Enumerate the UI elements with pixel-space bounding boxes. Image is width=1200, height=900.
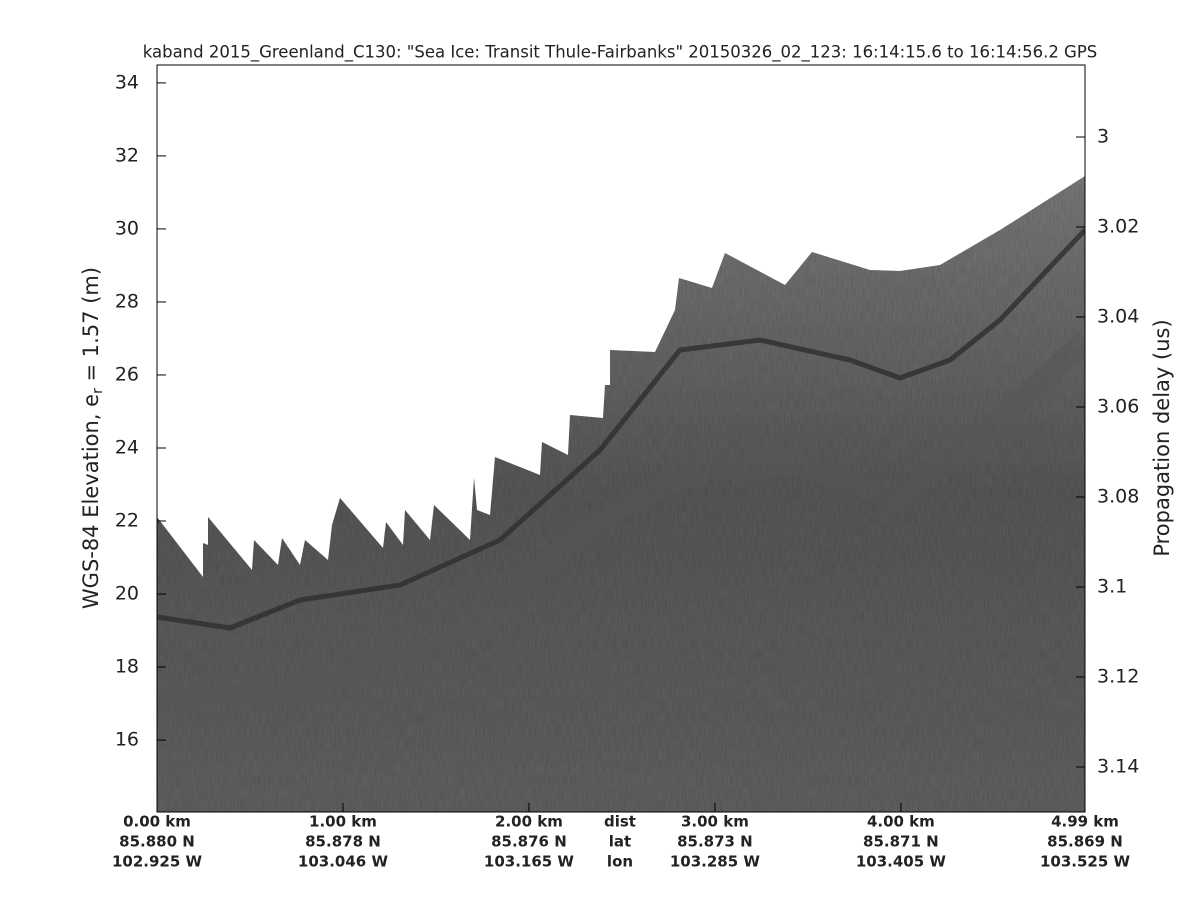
y2-tick-label: 3.06 [1097, 396, 1139, 418]
y-label-rest: = 1.57 (m) [79, 267, 103, 388]
y2-axis-label: Propagation delay (us) [1150, 319, 1174, 556]
lat-label: 85.878 N [305, 833, 381, 851]
y2-tick-label: 3.04 [1097, 306, 1139, 328]
echogram-fill [157, 176, 1085, 812]
lon-label: 102.925 W [112, 853, 203, 871]
lon-label: 103.405 W [856, 853, 947, 871]
x-tick-label: 4.99 km [1051, 813, 1119, 831]
lat-label: 85.869 N [1047, 833, 1123, 851]
y-tick-label: 24 [115, 436, 139, 458]
plot-frame [156, 64, 1086, 813]
y-label-subscript: r [90, 388, 106, 394]
x-tick-label: 3.00 km [681, 813, 749, 831]
y-tick-label: 32 [115, 144, 139, 166]
y-tick-label: 18 [115, 656, 139, 678]
lon-label: 103.046 W [298, 853, 389, 871]
y-tick-label: 30 [115, 217, 139, 239]
y-axis-label: WGS-84 Elevation, er = 1.57 (m) [79, 267, 106, 609]
y2-tick-label: 3.12 [1097, 666, 1139, 688]
lon-label: 103.165 W [484, 853, 575, 871]
y-tick-label: 34 [115, 71, 139, 93]
ice-layer [157, 331, 1085, 711]
lat-label: 85.871 N [863, 833, 939, 851]
y2-tick-label: 3.02 [1097, 216, 1139, 238]
y-tick-label: 20 [115, 583, 139, 605]
row-label: dist [604, 813, 636, 831]
y-tick-label: 28 [115, 290, 139, 312]
lat-label: 85.873 N [677, 833, 753, 851]
ice-surface [157, 228, 1085, 631]
chart-title: kaband 2015_Greenland_C130: "Sea Ice: Tr… [143, 43, 1098, 63]
x-tick-label: 0.00 km [123, 813, 191, 831]
y-label-main: WGS-84 Elevation, e [79, 394, 103, 609]
x-tick-label: 2.00 km [495, 813, 563, 831]
y-tick-label: 22 [115, 510, 139, 532]
y-tick-label: 26 [115, 363, 139, 385]
y2-tick-label: 3.1 [1097, 576, 1127, 598]
echogram-image [157, 176, 1085, 812]
y2-tick-label: 3.08 [1097, 486, 1139, 508]
x-tick-label: 1.00 km [309, 813, 377, 831]
y2-tick-label: 3.14 [1097, 756, 1139, 778]
lon-label: 103.285 W [670, 853, 761, 871]
row-label: lon [607, 853, 633, 871]
x-tick-label: 4.00 km [867, 813, 935, 831]
lat-label: 85.876 N [491, 833, 567, 851]
lon-label: 103.525 W [1040, 853, 1131, 871]
y-tick-label: 16 [115, 729, 139, 751]
row-label: lat [609, 833, 631, 851]
lat-label: 85.880 N [119, 833, 195, 851]
y2-tick-label: 3 [1097, 126, 1109, 148]
